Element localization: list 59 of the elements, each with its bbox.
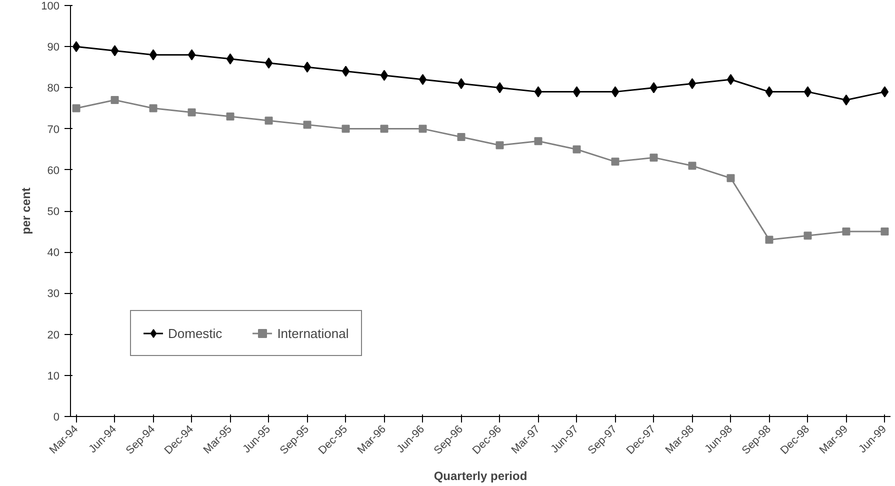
point [496,82,504,94]
y-axis-title: per cent [19,188,34,234]
y-tick-label: 30 [47,288,60,300]
point [880,86,889,98]
y-tick-label: 80 [47,82,60,95]
y-tick-label: 10 [47,370,60,382]
point [880,228,889,236]
legend-label: Domestic [168,326,222,340]
point [650,154,658,162]
point [303,62,312,73]
point [380,70,388,81]
point [264,58,273,69]
point [303,120,312,129]
point [149,49,158,60]
y-tick-label: 20 [47,329,60,342]
point [72,41,80,52]
point [611,86,620,98]
point [188,108,196,116]
y-tick-label: 0 [53,412,60,424]
point [418,74,427,85]
y-tick-label: 100 [41,0,60,12]
legend-label: International [277,326,349,340]
point [842,228,850,236]
point [110,45,119,56]
point [342,124,350,133]
y-tick-label: 90 [47,42,60,54]
point [380,124,388,133]
y-tick-label: 70 [47,124,60,136]
y-tick-label: 60 [47,164,60,177]
point [572,86,581,98]
point [342,66,350,77]
point [804,232,812,240]
x-axis-title: Quarterly period [434,469,528,484]
point [534,86,542,98]
point [149,104,158,112]
point [188,49,196,60]
y-tick-label: 40 [47,247,60,260]
point [804,86,812,98]
point [688,162,696,170]
point [226,112,234,120]
point [72,104,80,112]
point [534,137,542,146]
point [496,141,504,150]
point [572,145,581,154]
point [726,174,735,182]
point [418,124,427,133]
point [688,78,696,90]
point [611,158,620,166]
y-tick-label: 50 [47,206,60,218]
point [457,133,466,142]
point [226,53,234,64]
point [110,96,119,104]
point [842,94,850,106]
point [457,78,466,90]
point [765,86,774,98]
point [264,116,273,125]
point [726,74,735,85]
point [650,82,658,94]
point [765,236,774,244]
